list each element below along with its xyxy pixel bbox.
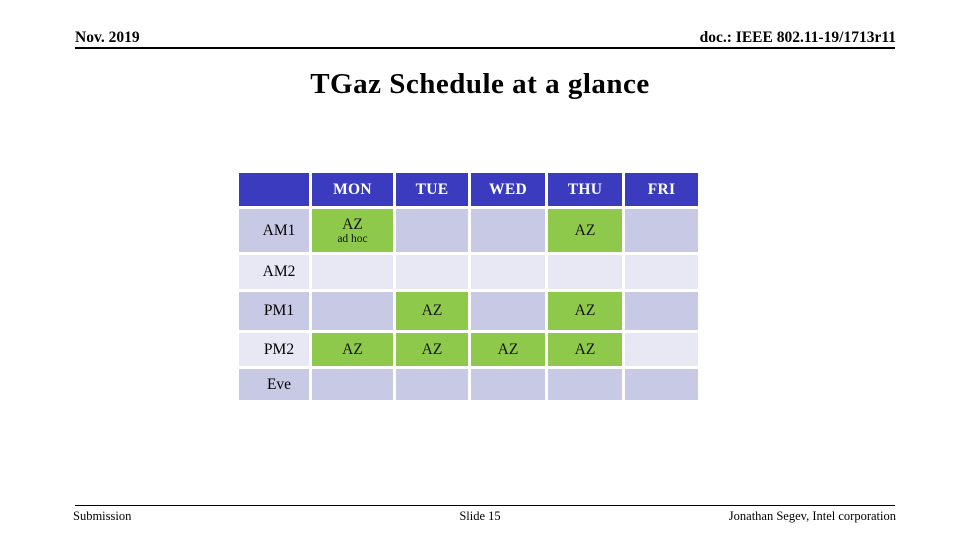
cell-am1-wed bbox=[471, 209, 545, 252]
cell-am2-fri bbox=[625, 255, 698, 289]
cell-am1-mon: AZ ad hoc bbox=[312, 209, 393, 252]
cell-am2-wed bbox=[471, 255, 545, 289]
cell-pm1-tue: AZ bbox=[396, 292, 468, 330]
cell-am2-thu bbox=[548, 255, 622, 289]
footer-submission-label: Submission bbox=[73, 509, 132, 523]
row-label-pm1: PM1 bbox=[239, 292, 309, 330]
cell-eve-tue bbox=[396, 369, 468, 400]
table-header-row: MON TUE WED THU FRI bbox=[239, 173, 698, 206]
cell-eve-fri bbox=[625, 369, 698, 400]
table-row-eve: Eve bbox=[239, 369, 698, 400]
cell-am2-tue bbox=[396, 255, 468, 289]
session-sublabel: ad hoc bbox=[337, 232, 368, 245]
table-row-am1: AM1 AZ ad hoc AZ bbox=[239, 209, 698, 252]
cell-eve-thu bbox=[548, 369, 622, 400]
corner-header-cell bbox=[239, 173, 309, 206]
day-header-mon: MON bbox=[312, 173, 393, 206]
footer-slide-number: Slide 15 bbox=[459, 509, 501, 523]
cell-pm2-thu: AZ bbox=[548, 333, 622, 366]
cell-am2-mon bbox=[312, 255, 393, 289]
header-date: Nov. 2019 bbox=[75, 29, 140, 46]
session-label: AZ bbox=[342, 215, 363, 233]
header-rule bbox=[75, 47, 895, 49]
cell-pm1-wed bbox=[471, 292, 545, 330]
cell-pm2-tue: AZ bbox=[396, 333, 468, 366]
cell-pm2-mon: AZ bbox=[312, 333, 393, 366]
cell-am1-thu: AZ bbox=[548, 209, 622, 252]
day-header-wed: WED bbox=[471, 173, 545, 206]
header-doc-number: doc.: IEEE 802.11-19/1713r11 bbox=[699, 29, 896, 46]
cell-am1-tue bbox=[396, 209, 468, 252]
table-row-am2: AM2 bbox=[239, 255, 698, 289]
table-row-pm2: PM2 AZ AZ AZ AZ bbox=[239, 333, 698, 366]
table-row-pm1: PM1 AZ AZ bbox=[239, 292, 698, 330]
row-label-am1: AM1 bbox=[239, 209, 309, 252]
footer-author: Jonathan Segev, Intel corporation bbox=[728, 509, 896, 523]
day-header-fri: FRI bbox=[625, 173, 698, 206]
schedule-table-container: MON TUE WED THU FRI AM1 AZ ad hoc AZ AM2 bbox=[236, 170, 701, 403]
row-label-eve: Eve bbox=[239, 369, 309, 400]
cell-pm2-fri bbox=[625, 333, 698, 366]
row-label-am2: AM2 bbox=[239, 255, 309, 289]
cell-am1-fri bbox=[625, 209, 698, 252]
page-title: TGaz Schedule at a glance bbox=[310, 68, 650, 100]
cell-eve-mon bbox=[312, 369, 393, 400]
footer-rule bbox=[75, 505, 895, 506]
cell-pm1-fri bbox=[625, 292, 698, 330]
row-label-pm2: PM2 bbox=[239, 333, 309, 366]
day-header-tue: TUE bbox=[396, 173, 468, 206]
day-header-thu: THU bbox=[548, 173, 622, 206]
cell-pm1-thu: AZ bbox=[548, 292, 622, 330]
schedule-table: MON TUE WED THU FRI AM1 AZ ad hoc AZ AM2 bbox=[236, 170, 701, 403]
cell-pm1-mon bbox=[312, 292, 393, 330]
cell-eve-wed bbox=[471, 369, 545, 400]
cell-pm2-wed: AZ bbox=[471, 333, 545, 366]
